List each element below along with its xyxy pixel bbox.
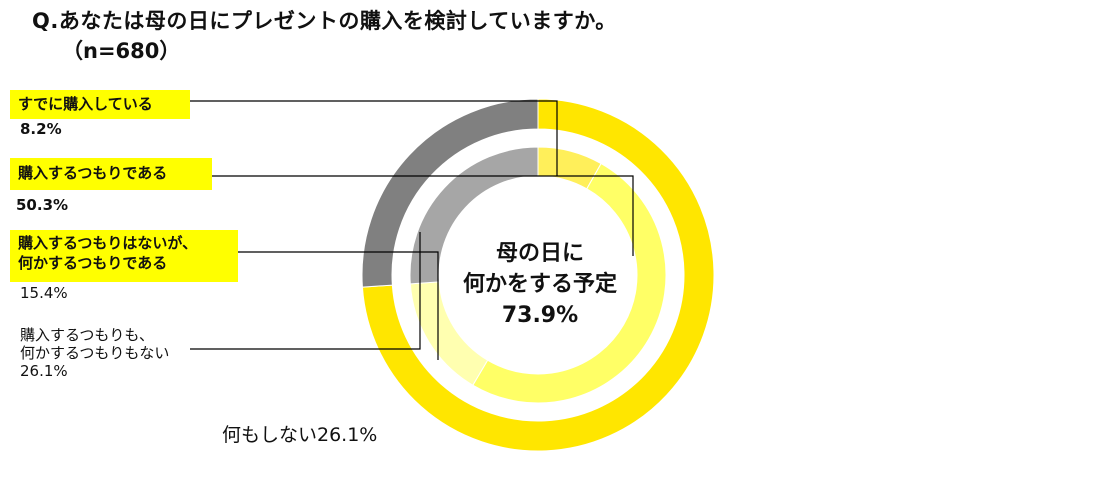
value-nothing: 26.1% xyxy=(20,362,68,380)
label-nothing-line2: 何かするつもりもない xyxy=(20,344,170,362)
leader-lines xyxy=(190,100,634,360)
leader-line-will-purchase xyxy=(212,175,634,256)
value-purchased: 8.2% xyxy=(20,120,62,138)
value-will-purchase: 50.3% xyxy=(16,196,69,214)
label-do-something-line1: 購入するつもりはないが、 xyxy=(18,234,198,252)
chart-subtitle: （n=680） xyxy=(62,39,181,63)
inner-ring-slice-3 xyxy=(409,146,539,285)
center-label: 母の日に 何かをする予定 73.9% xyxy=(430,238,650,331)
value-do-something: 15.4% xyxy=(20,284,68,302)
label-do-something: 購入するつもりはないが、 何かするつもりである xyxy=(10,230,238,282)
outer-ring-slice-1 xyxy=(361,98,539,288)
label-will-purchase: 購入するつもりである xyxy=(10,158,212,190)
outer-note: 何もしない26.1% xyxy=(222,424,378,446)
inner-ring-slice-1 xyxy=(472,162,667,404)
center-label-line2: 何かをする予定 xyxy=(462,272,617,297)
center-label-line1: 母の日に xyxy=(495,241,584,266)
leader-line-nothing xyxy=(190,232,421,350)
leader-line-do-something xyxy=(238,251,439,360)
chart-title: Q.あなたは母の日にプレゼントの購入を検討していますか。 xyxy=(32,9,617,33)
inner-ring xyxy=(409,146,667,404)
label-do-something-line2: 何かするつもりである xyxy=(18,254,168,272)
center-label-value: 73.9% xyxy=(501,303,579,328)
label-nothing: 購入するつもりも、 何かするつもりもない 26.1% xyxy=(20,326,169,380)
outer-ring-slice-0 xyxy=(361,98,715,452)
label-purchased: すでに購入している xyxy=(10,90,190,119)
outer-ring xyxy=(361,98,715,452)
leader-line-purchased xyxy=(190,100,558,176)
label-nothing-line1: 購入するつもりも、 xyxy=(20,326,154,344)
